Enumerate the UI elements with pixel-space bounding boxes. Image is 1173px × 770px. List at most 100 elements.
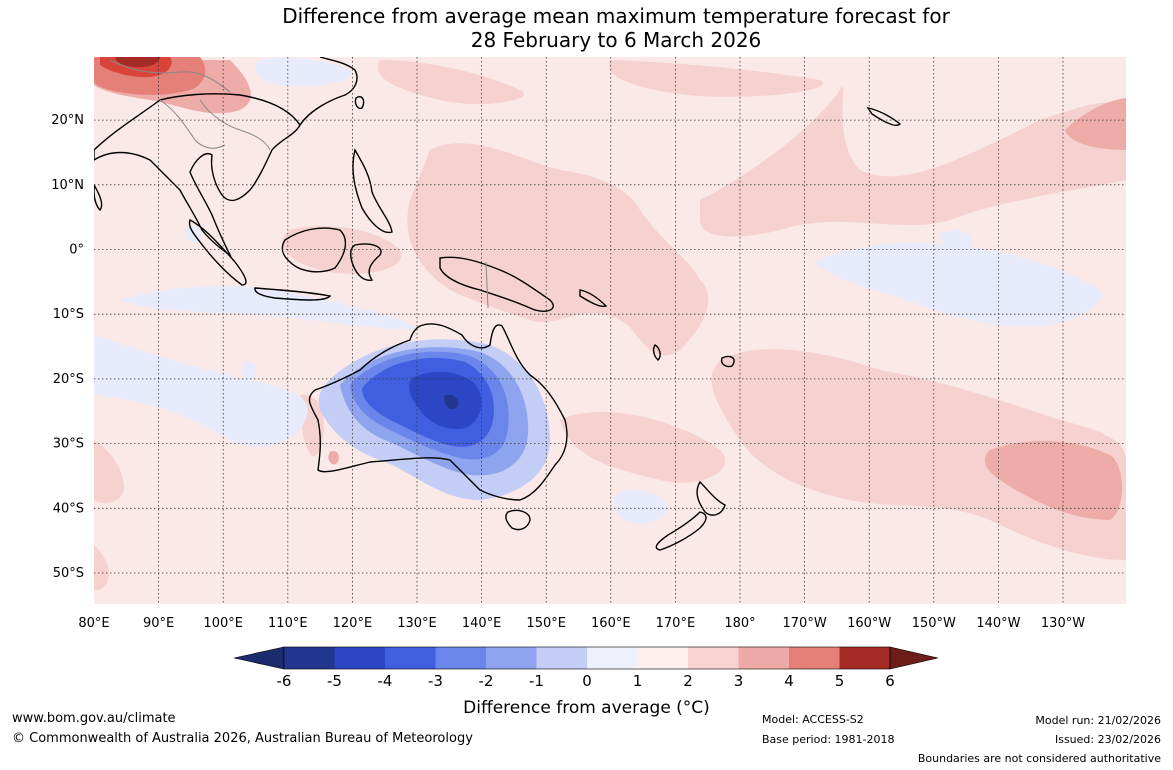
anomaly-shading [94, 57, 1126, 590]
taiwan-coastline [354, 96, 365, 110]
colorbar-tick-label: -5 [327, 672, 342, 690]
warm-anomaly-region [281, 226, 402, 274]
longitude-label: 110°E [268, 616, 308, 631]
new-guinea-coastline [439, 256, 554, 312]
cool-anomaly-region [120, 285, 420, 330]
longitude-label: 180° [724, 616, 755, 631]
longitude-label: 150°E [526, 616, 566, 631]
india-coastline [94, 183, 103, 212]
cool-anomaly-region [255, 58, 352, 87]
colorbar-tick-label: 6 [885, 672, 895, 690]
country-border [109, 59, 231, 93]
country-borders [109, 59, 489, 309]
longitude-label: 140°E [462, 616, 502, 631]
cool-anomaly-region [444, 394, 459, 410]
colorbar-tick-label: -2 [479, 672, 494, 690]
colorbar-over-extension [889, 646, 939, 670]
issued-text: Issued: 23/02/2026 [1054, 733, 1161, 746]
warm-anomaly-region [1065, 98, 1126, 150]
latitude-label: 20°S [53, 372, 84, 387]
country-border [159, 99, 226, 149]
asia-mainland-coastline [299, 57, 358, 126]
latitude-label: 30°S [53, 437, 84, 452]
latitude-label: 40°S [53, 501, 84, 516]
tasmania-coastline [505, 509, 531, 531]
borneo-coastline [281, 227, 347, 273]
warm-anomaly-region [94, 440, 125, 503]
base-period-text: Base period: 1981-2018 [762, 733, 895, 746]
philippines-coastline [352, 148, 393, 234]
warm-anomaly-region [560, 411, 726, 483]
colorbar-tick-label: 2 [683, 672, 693, 690]
cool-anomaly-region [242, 361, 256, 381]
warm-anomaly-region [94, 545, 109, 590]
longitude-labels: 80°E 90°E 100°E 110°E 120°E 130°E 140°E 150°E 16… [78, 616, 1085, 631]
disclaimer-text: Boundaries are not considered authoritat… [917, 752, 1161, 765]
colorbar-segment [435, 647, 486, 669]
longitude-label: 120°E [333, 616, 373, 631]
colorbar-under-extension [233, 646, 285, 670]
colorbar-tick-label: -3 [428, 672, 443, 690]
warm-anomaly-region [115, 57, 160, 68]
colorbar-segment [738, 647, 789, 669]
map-background [94, 57, 1126, 604]
pacific-island [579, 289, 608, 308]
latitude-label: 10°S [53, 307, 84, 322]
warm-anomaly-region [378, 60, 524, 105]
new-zealand-coastline [696, 480, 726, 516]
colorbar-outline [283, 646, 891, 670]
pacific-island [652, 344, 661, 361]
colorbar-tick-label: 3 [734, 672, 744, 690]
model-run-text: Model run: 21/02/2026 [1035, 714, 1161, 727]
warm-anomaly-region [700, 86, 1126, 237]
colorbar: -6 -5 -4 -3 -2 -1 0 1 2 3 4 5 6 [233, 646, 939, 690]
colorbar-segment [688, 647, 739, 669]
colorbar-tick-label: -6 [277, 672, 292, 690]
model-text: Model: ACCESS-S2 [762, 713, 864, 726]
colorbar-segment [587, 647, 638, 669]
longitude-label: 140°W [976, 616, 1020, 631]
asia-mainland-coastline [94, 93, 301, 257]
longitude-label: 100°E [203, 616, 243, 631]
copyright-text: © Commonwealth of Australia 2026, Austra… [12, 731, 473, 746]
colorbar-tick-label: -1 [529, 672, 544, 690]
longitude-label: 130°E [397, 616, 437, 631]
chart-title: Difference from average mean maximum tem… [0, 4, 1173, 52]
website-link[interactable]: www.bom.gov.au/climate [12, 711, 176, 726]
graticule [94, 57, 1126, 604]
hawaii-island [866, 106, 902, 126]
australia-coastline [308, 323, 568, 501]
latitude-labels: 20°N 10°N 0° 10°S 20°S 30°S 40°S 50°S [51, 113, 84, 581]
warm-anomaly-region [407, 143, 709, 356]
colorbar-segment [637, 647, 688, 669]
cool-anomaly-region [815, 243, 1102, 327]
coastlines [94, 57, 902, 551]
title-line-2: 28 February to 6 March 2026 [470, 28, 762, 52]
country-border [485, 261, 489, 309]
cool-anomaly-region [94, 335, 308, 447]
longitude-label: 130°W [1041, 616, 1085, 631]
longitude-label: 160°W [847, 616, 891, 631]
longitude-label: 170°W [783, 616, 827, 631]
warm-anomaly-region [608, 60, 824, 97]
longitude-label: 80°E [78, 616, 109, 631]
pacific-island [720, 355, 735, 368]
country-border [199, 99, 271, 151]
cool-anomaly-region [613, 489, 668, 525]
colorbar-segment [839, 647, 890, 669]
longitude-label: 170°E [656, 616, 696, 631]
sulawesi-coastline [350, 243, 382, 281]
colorbar-title: Difference from average (°C) [463, 698, 710, 718]
warm-anomaly-region [711, 349, 1126, 560]
colorbar-tick-label: -4 [378, 672, 393, 690]
colorbar-tick-label: 0 [582, 672, 592, 690]
new-zealand-coastline [655, 511, 707, 551]
colorbar-segment [536, 647, 587, 669]
warm-anomaly-region [328, 451, 339, 465]
longitude-label: 160°E [591, 616, 631, 631]
colorbar-tick-label: 4 [784, 672, 794, 690]
longitude-label: 90°E [143, 616, 174, 631]
colorbar-segment [284, 647, 335, 669]
sumatra-coastline [188, 218, 247, 286]
